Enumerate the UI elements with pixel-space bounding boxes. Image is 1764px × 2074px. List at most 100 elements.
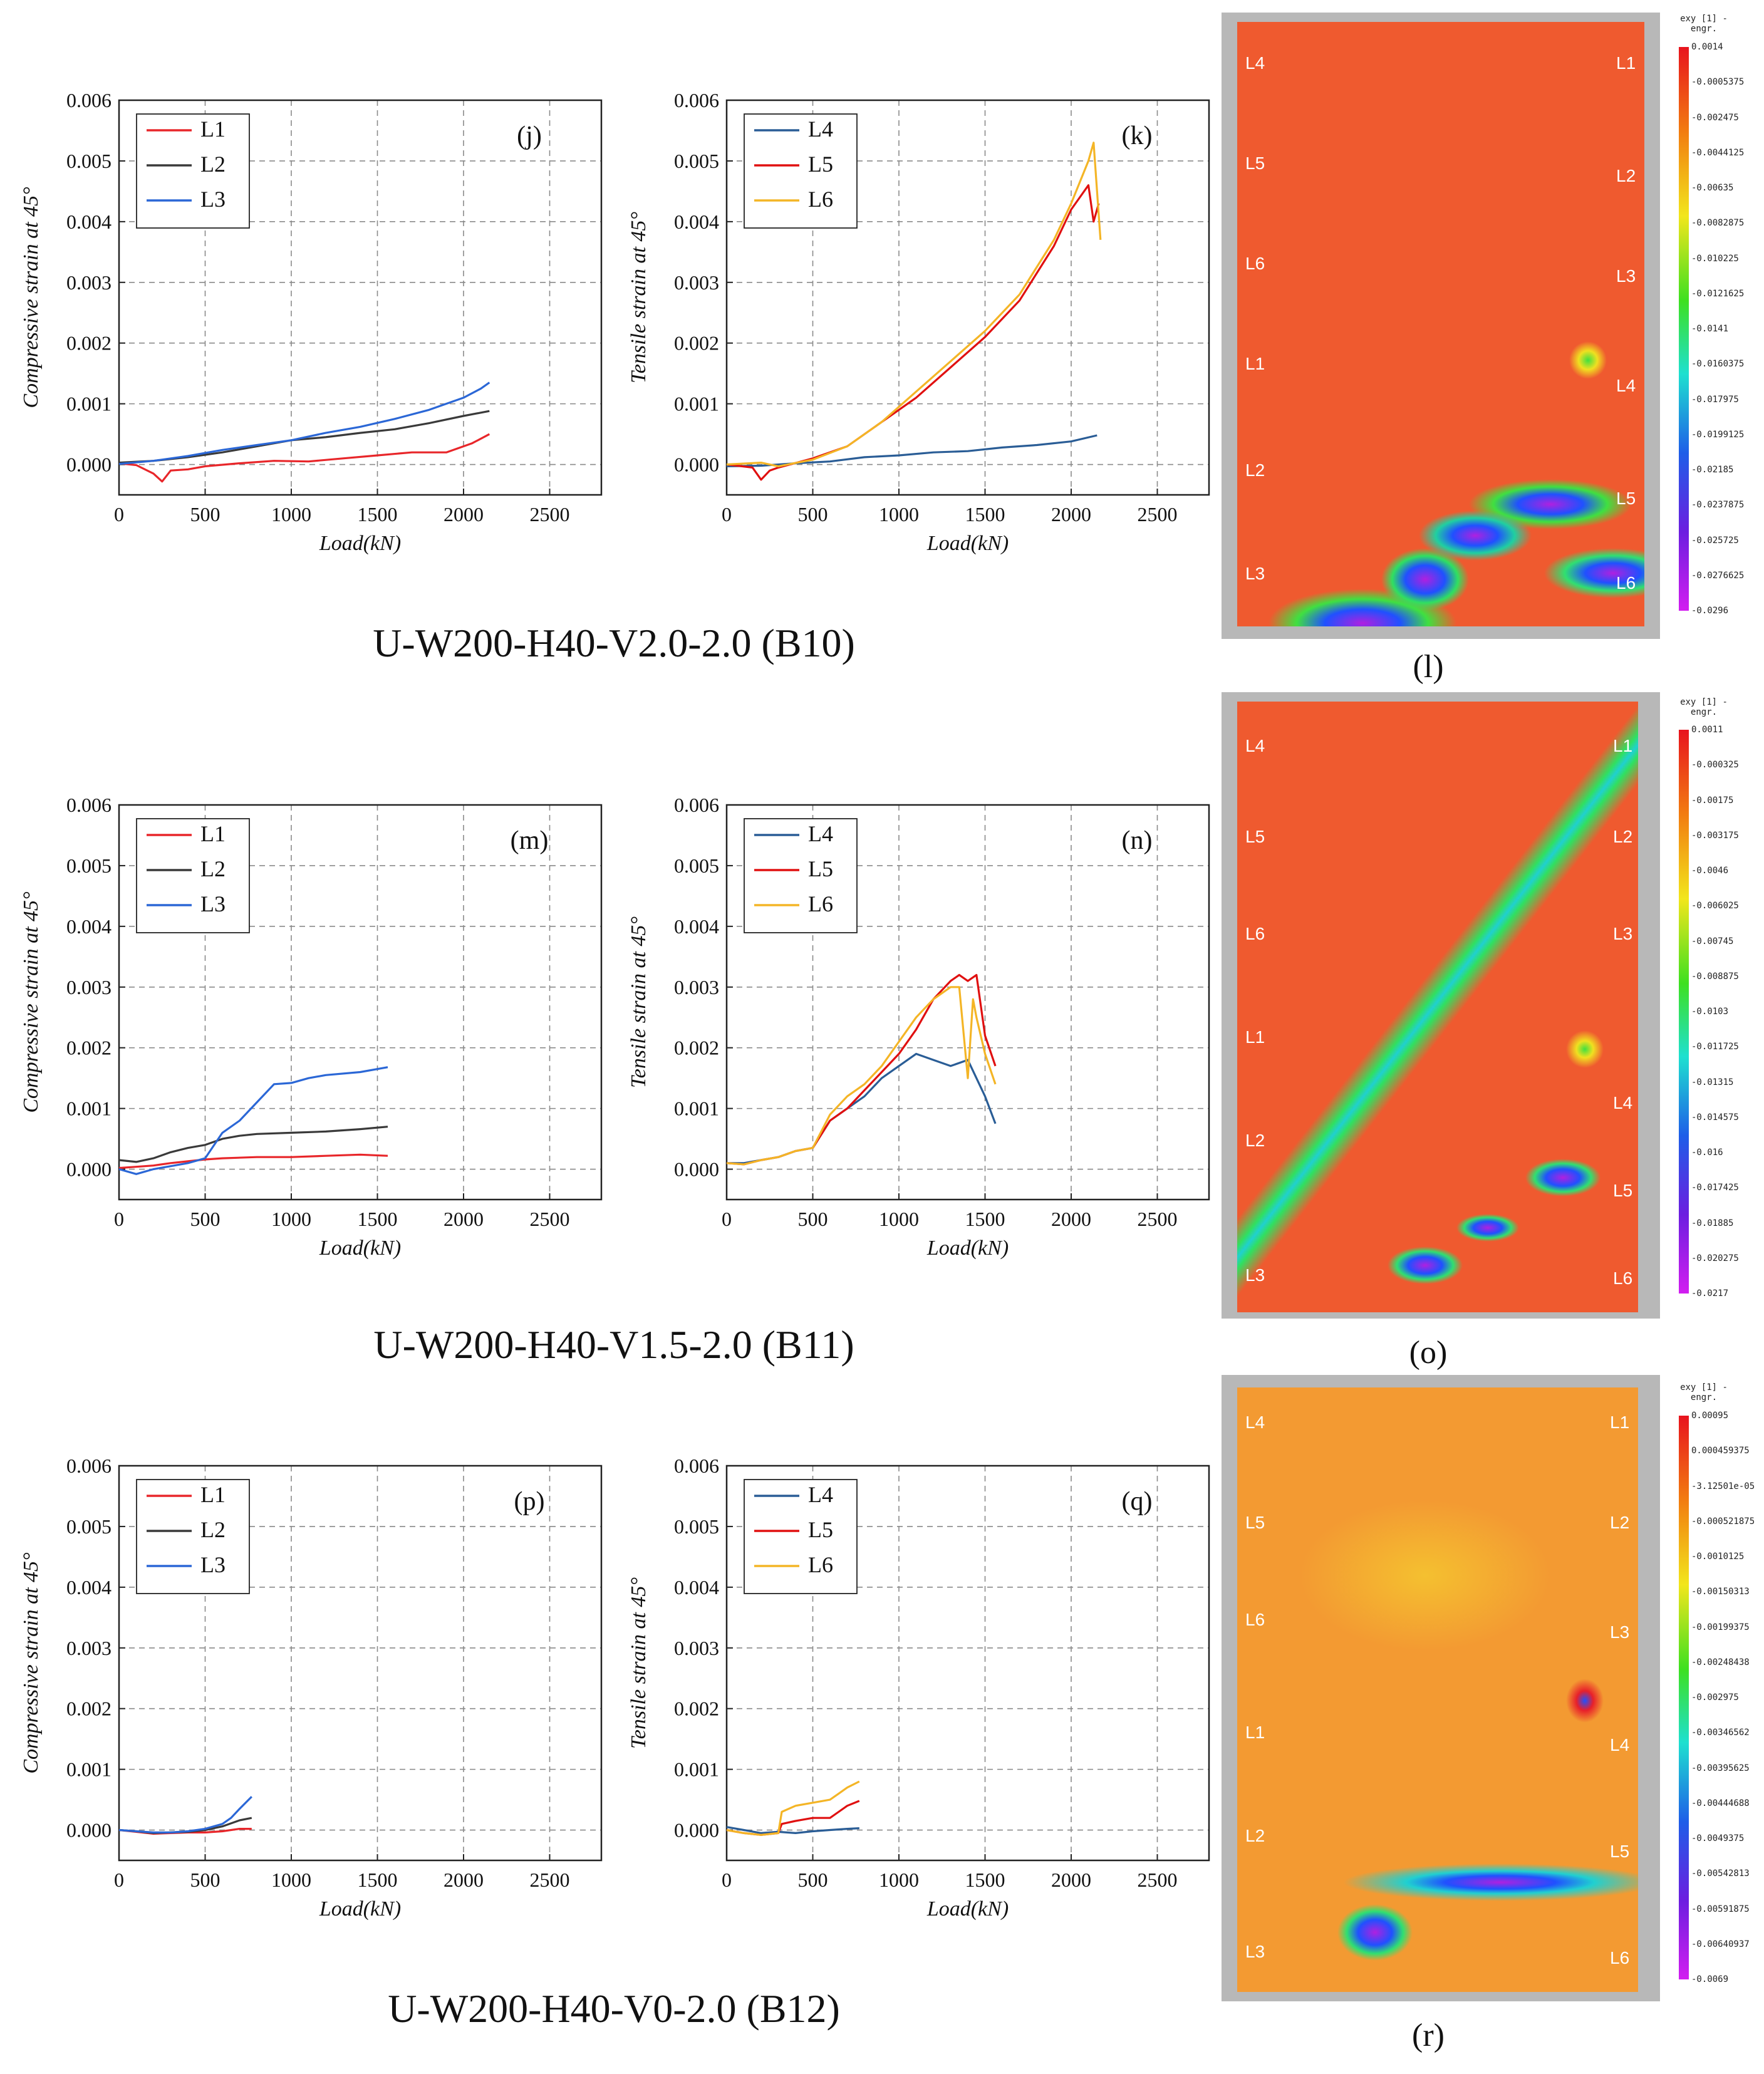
colorbar-tick-label: -0.01315 [1691,1077,1734,1087]
legend-label-l6: L6 [808,1552,833,1577]
figure-title-b12: U-W200-H40-V0-2.0 (B12) [388,1986,840,2031]
colorbar [1679,47,1689,611]
x-tick-label: 500 [190,503,220,526]
chart-p-svg: 0 500 1000 1500 2000 2500 0.000 0.001 0.002 0.003… [19,1454,603,1921]
y-tick-label: 0.005 [66,854,112,877]
x-tick-label: 0 [722,503,732,526]
colorbar-tick-label: -0.011725 [1691,1042,1739,1052]
y-tick-label: 0.002 [674,1698,719,1720]
x-axis-label: Load(kN) [926,1237,1009,1260]
colorbar-tick-label: 0.000459375 [1691,1446,1750,1456]
plot-frame [118,99,603,496]
chart-p: 0 500 1000 1500 2000 2500 0.000 0.001 0.002 0.003… [13,1454,614,1936]
chart-q-svg: 0 500 1000 1500 2000 2500 0.000 0.001 0.002 0.003… [627,1454,1210,1921]
panel-label: (m) [511,826,549,855]
colorbar-tick-label: -0.0217 [1691,1288,1729,1299]
colorbar-tick-label: -0.0082875 [1691,218,1745,229]
y-tick-label: 0.006 [674,799,719,816]
x-axis-label: Load(kN) [319,1237,401,1260]
colorbar-tick-label: -0.0276625 [1691,570,1745,581]
y-tick-label: 0.003 [66,1637,112,1659]
y-tick-label: 0.004 [66,1576,112,1599]
y-tick-label: 0.005 [674,1515,719,1538]
x-tick-label: 1500 [358,503,398,526]
colorbar-tick-label: -0.0049375 [1691,1833,1745,1843]
figure-title-b11: U-W200-H40-V1.5-2.0 (B11) [373,1322,854,1367]
x-tick-label: 2500 [1138,1869,1178,1891]
legend-label-l2: L2 [200,1517,226,1542]
x-tick-label: 500 [798,1208,828,1230]
strain-field-map [1237,702,1638,1312]
legend-label-l1: L1 [200,117,226,142]
gauge-label-left-5: L2 [1245,460,1265,480]
caption-o: (o) [1409,1335,1448,1371]
x-tick-label: 500 [190,1208,220,1230]
y-tick-label: 0.004 [66,210,112,233]
legend-label-l2: L2 [200,152,226,177]
y-tick-label: 0.004 [674,1576,719,1599]
colorbar-tick-label: -0.002975 [1691,1693,1739,1703]
gauge-label-left-5: L2 [1245,1826,1265,1845]
colorbar-tick-label: -0.0103 [1691,1007,1729,1017]
x-tick-label: 0 [114,1869,124,1891]
x-axis-label: Load(kN) [319,1897,401,1921]
panel-label: (n) [1122,826,1153,855]
gauge-label-left-2: L5 [1245,827,1265,846]
series-line-l1 [118,1153,388,1169]
dic-panel-o: L4 L5 L6 L1 L2 L3 L1 L2 L3 L4 L5 L6 exy … [1222,692,1760,1325]
y-tick-label: 0.006 [674,94,719,111]
colorbar-tick-label: -0.00175 [1691,795,1734,806]
colorbar-tick-label: -0.017425 [1691,1183,1739,1193]
gauge-label-right-4: L4 [1616,376,1636,395]
series-line-l3 [118,1066,388,1175]
y-axis-label: Tensile strain at 45° [627,916,650,1088]
x-tick-label: 1000 [271,503,311,526]
panel-label: (p) [514,1487,545,1516]
y-tick-label: 0.002 [66,1698,112,1720]
series-line-l1 [118,433,490,483]
y-tick-label: 0.000 [66,454,112,476]
figure-title-b10: U-W200-H40-V2.0-2.0 (B10) [373,621,855,665]
y-axis-label: Compressive strain at 45° [19,187,43,408]
chart-k-svg: 0 500 1000 1500 2000 2500 0.000 0.001 0.002 0.003… [627,89,1210,555]
plot-frame [725,804,1210,1201]
y-tick-label: 0.002 [674,332,719,355]
legend-label-l1: L1 [200,1482,226,1507]
x-tick-label: 1000 [271,1869,311,1891]
x-tick-label: 500 [798,1869,828,1891]
y-axis-label: Compressive strain at 45° [19,891,43,1113]
colorbar-tick-label: -0.00150313 [1691,1587,1750,1597]
x-tick-label: 2000 [1051,1208,1091,1230]
x-tick-label: 2000 [444,1208,484,1230]
strain-field-map [1237,22,1644,626]
chart-m: 0 500 1000 1500 2000 2500 0.000 0.001 0.002 0.003… [13,794,614,1275]
gauge-label-left-1: L4 [1245,53,1265,73]
colorbar-tick-label: -0.00199375 [1691,1622,1750,1632]
y-tick-label: 0.006 [674,1460,719,1477]
legend-box [744,818,858,933]
colorbar-tick-label: -0.0199125 [1691,429,1745,440]
x-tick-label: 1500 [965,1869,1005,1891]
colorbar-tick-label: -0.014575 [1691,1112,1739,1123]
colorbar [1679,1416,1689,1979]
x-tick-label: 0 [114,503,124,526]
colorbar-tick-label: -0.0046 [1691,866,1729,876]
x-tick-label: 2500 [530,503,570,526]
gauge-label-left-5: L2 [1245,1131,1265,1150]
x-tick-label: 2500 [530,1208,570,1230]
y-axis-label: Tensile strain at 45° [627,212,650,383]
strain-field-map [1237,1387,1638,1992]
series-line-l5 [726,184,1100,481]
x-tick-label: 1000 [879,503,919,526]
legend-label-l5: L5 [808,1517,833,1542]
x-tick-label: 1500 [358,1208,398,1230]
colorbar-tick-label: -0.000325 [1691,760,1739,770]
colorbar-tick-label: -0.003175 [1691,830,1739,841]
gauge-label-right-2: L2 [1613,827,1633,846]
x-tick-label: 1500 [965,1208,1005,1230]
series-line-l3 [118,1796,252,1834]
chart-n: 0 500 1000 1500 2000 2500 0.000 0.001 0.002 0.003… [620,794,1222,1275]
plot-frame [725,99,1210,496]
gauge-label-right-6: L6 [1613,1268,1633,1288]
y-tick-label: 0.006 [66,799,112,816]
